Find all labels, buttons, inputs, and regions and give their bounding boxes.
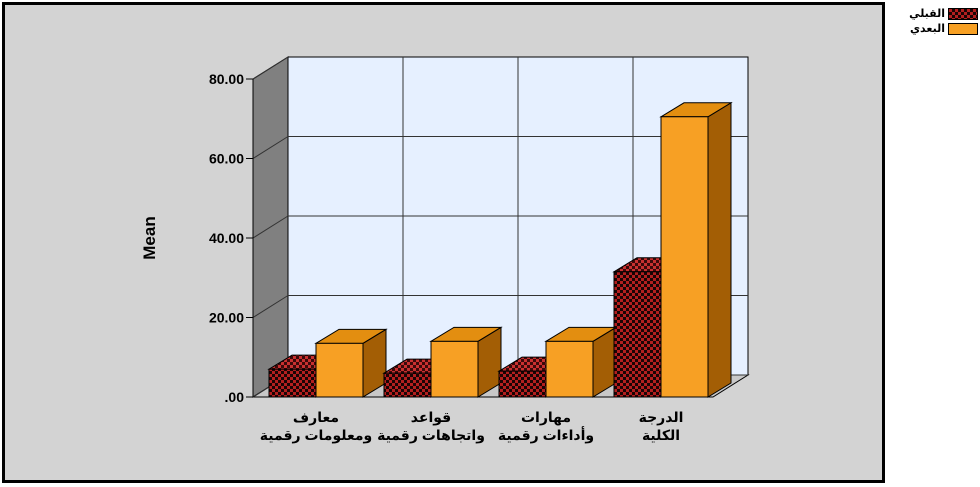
bar-post-3-front bbox=[660, 116, 709, 398]
bar-post-3-side bbox=[707, 101, 732, 398]
y-tick-label: 40.00 bbox=[209, 230, 244, 246]
bar-post-1 bbox=[429, 326, 503, 398]
bar-pre-2-front bbox=[498, 370, 547, 398]
legend-label-post: البعدي bbox=[909, 23, 945, 35]
legend: القبلي البعدي bbox=[884, 6, 978, 36]
bar-pre-3-front bbox=[613, 271, 662, 398]
y-axis-title: Mean bbox=[140, 216, 159, 259]
bar-post-3 bbox=[659, 101, 733, 398]
x-category-label: قواعد bbox=[411, 409, 451, 426]
legend-item-pre: القبلي bbox=[884, 6, 978, 21]
y-tick-label: 20.00 bbox=[209, 310, 244, 326]
gridline-side bbox=[252, 56, 289, 80]
bar-post-0-front bbox=[315, 342, 364, 398]
x-category-label: مهارات bbox=[521, 409, 571, 426]
x-category-label: معارف bbox=[293, 409, 339, 425]
bar-chart: .00 20.00 40.00 60.00 80.00 معارف ومعلومات رقم… bbox=[140, 56, 750, 444]
bar-post-2-front bbox=[545, 340, 594, 398]
gridline-side bbox=[252, 215, 289, 239]
bar-post-0 bbox=[314, 328, 388, 398]
bar-post-2 bbox=[544, 326, 618, 398]
x-category-label: واتجاهات رقمية bbox=[377, 427, 485, 444]
gridline-side bbox=[252, 136, 289, 159]
bar-pre-1-front bbox=[383, 372, 432, 398]
legend-item-post: البعدي bbox=[884, 21, 978, 36]
legend-swatch-post bbox=[948, 22, 978, 35]
gridline-side bbox=[252, 295, 289, 318]
x-category-label: وأداءات رقمية bbox=[498, 426, 594, 444]
chart-frame: .00 20.00 40.00 60.00 80.00 معارف ومعلومات رقم… bbox=[2, 2, 885, 483]
legend-swatch-pre bbox=[948, 7, 978, 20]
x-category-label: الدرجة bbox=[639, 409, 684, 425]
bar-post-1-front bbox=[430, 340, 479, 398]
legend-label-pre: القبلي bbox=[909, 8, 945, 20]
bar-pre-0-front bbox=[268, 368, 317, 398]
y-tick-label: 60.00 bbox=[209, 151, 244, 167]
x-category-label: الكلية bbox=[642, 427, 680, 443]
y-tick-label: .00 bbox=[225, 389, 245, 405]
y-tick-label: 80.00 bbox=[209, 71, 244, 87]
x-category-label: ومعلومات رقمية bbox=[260, 427, 372, 444]
